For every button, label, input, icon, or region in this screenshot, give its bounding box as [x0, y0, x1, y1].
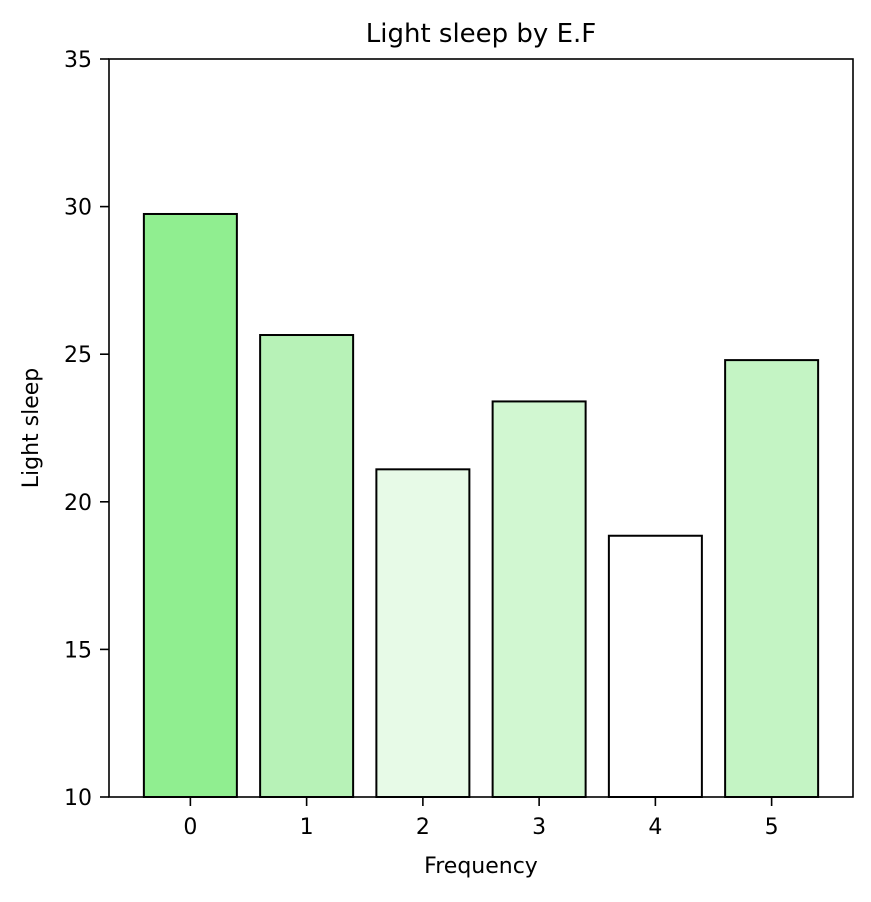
plot-frame [108, 58, 854, 798]
x-axis: 0 1 2 3 4 5 [183, 797, 779, 840]
x-axis-label: Frequency [424, 854, 538, 879]
x-tick-label: 2 [416, 815, 430, 840]
x-tick-label: 5 [765, 815, 779, 840]
y-tick-label: 30 [64, 196, 92, 221]
x-tick-label: 0 [183, 815, 197, 840]
y-axis: 10 15 20 25 30 35 [64, 48, 109, 811]
x-tick-label: 4 [648, 815, 662, 840]
y-tick-label: 25 [64, 343, 92, 368]
y-axis-label: Light sleep [19, 368, 44, 489]
bars-layer [142, 212, 820, 799]
chart-title: Light sleep by E.F [366, 19, 596, 49]
y-tick-label: 35 [64, 48, 92, 73]
bar-2 [375, 468, 471, 798]
y-tick-label: 10 [64, 786, 92, 811]
bar-5 [724, 359, 820, 798]
x-tick-label: 1 [300, 815, 314, 840]
bar-0 [142, 212, 238, 799]
bar-4 [607, 534, 703, 798]
bar-3 [491, 400, 587, 798]
x-tick-label: 3 [532, 815, 546, 840]
y-tick-label: 20 [64, 491, 92, 516]
y-tick-label: 15 [64, 638, 92, 663]
bar-1 [259, 334, 355, 798]
